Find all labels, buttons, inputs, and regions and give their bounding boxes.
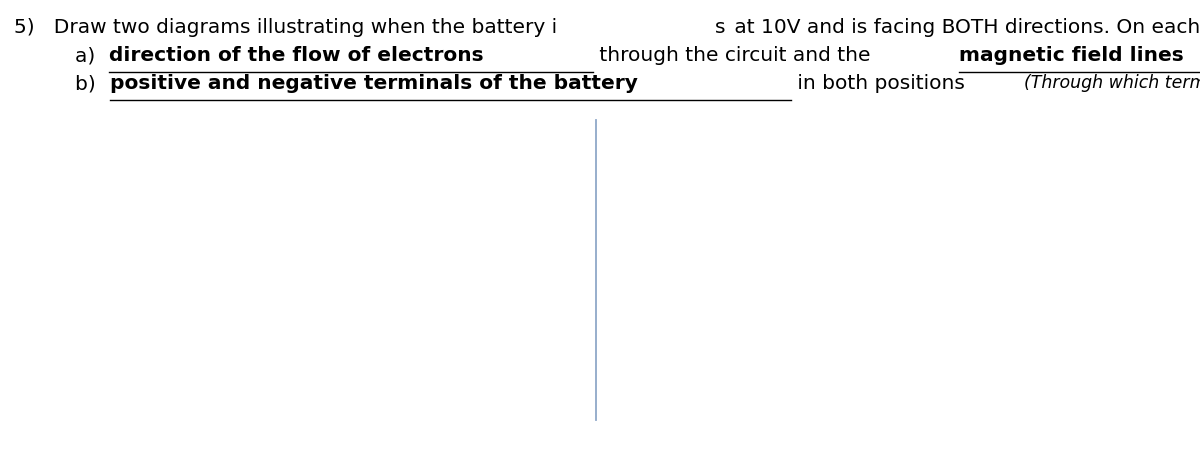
Text: a): a): [74, 46, 102, 65]
Text: b): b): [74, 74, 102, 93]
Text: s: s: [715, 18, 725, 37]
Text: at 10V and is facing BOTH directions. On each diagram, label the:: at 10V and is facing BOTH directions. On…: [728, 18, 1200, 37]
Text: positive and negative terminals of the battery: positive and negative terminals of the b…: [110, 74, 638, 93]
Text: through the circuit and the: through the circuit and the: [593, 46, 877, 65]
Text: in both positions: in both positions: [791, 74, 971, 93]
Text: (Through which terminal are the electrons leaving?): (Through which terminal are the electron…: [1024, 74, 1200, 92]
Text: magnetic field lines: magnetic field lines: [959, 46, 1183, 65]
Text: 5)   Draw two diagrams illustrating when the battery i: 5) Draw two diagrams illustrating when t…: [14, 18, 557, 37]
Text: direction of the flow of electrons: direction of the flow of electrons: [109, 46, 484, 65]
